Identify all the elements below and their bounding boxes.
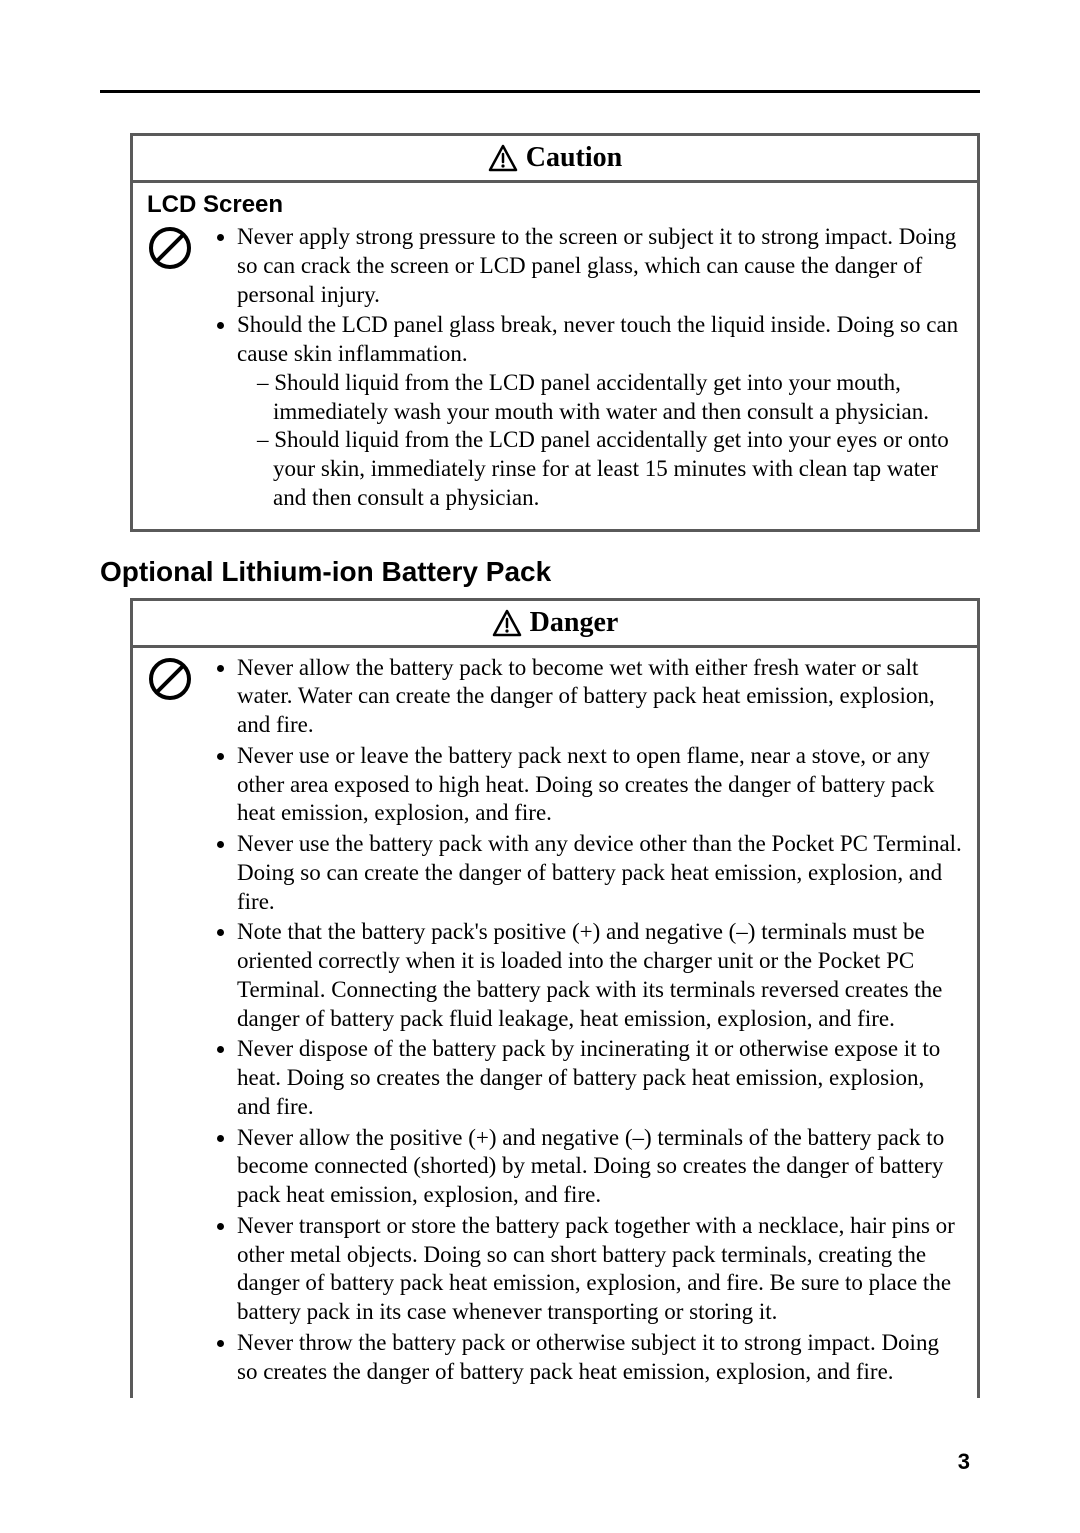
caution-row: Never apply strong pressure to the scree… [147,223,963,515]
danger-box: Danger Never allow the battery pack to b… [130,598,980,1399]
dash-sublist: Should liquid from the LCD panel acciden… [257,369,963,513]
page-container: Caution LCD Screen Never apply strong pr… [0,0,1080,1448]
list-item: Should liquid from the LCD panel acciden… [257,426,963,512]
list-item: Never use the battery pack with any devi… [237,830,963,916]
list-item: Never transport or store the battery pac… [237,1212,963,1327]
danger-header: Danger [133,601,977,648]
page-number: 3 [958,1449,970,1475]
warning-triangle-icon [492,609,522,637]
caution-label: Caution [526,142,622,174]
caution-bullet-list: Never apply strong pressure to the scree… [237,223,963,515]
list-item: Should the LCD panel glass break, never … [237,311,963,512]
list-item: Never apply strong pressure to the scree… [237,223,963,309]
danger-body: Never allow the battery pack to become w… [133,648,977,1399]
prohibit-icon [147,225,193,271]
caution-box: Caution LCD Screen Never apply strong pr… [130,133,980,532]
danger-row: Never allow the battery pack to become w… [147,654,963,1389]
danger-label: Danger [530,607,619,639]
caution-subheading: LCD Screen [147,191,963,219]
list-item: Note that the battery pack's positive (+… [237,918,963,1033]
list-item: Never allow the battery pack to become w… [237,654,963,740]
prohibit-icon [147,656,193,702]
caution-header: Caution [133,136,977,183]
list-item: Never use or leave the battery pack next… [237,742,963,828]
danger-bullet-list: Never allow the battery pack to become w… [237,654,963,1389]
list-item: Never dispose of the battery pack by inc… [237,1035,963,1121]
list-item: Never throw the battery pack or otherwis… [237,1329,963,1387]
warning-triangle-icon [488,144,518,172]
caution-body: LCD Screen Never apply strong pressure t… [133,183,977,529]
top-rule [100,90,980,93]
list-item: Never allow the positive (+) and negativ… [237,1124,963,1210]
list-item: Should liquid from the LCD panel acciden… [257,369,963,427]
section-title: Optional Lithium-ion Battery Pack [100,556,980,588]
